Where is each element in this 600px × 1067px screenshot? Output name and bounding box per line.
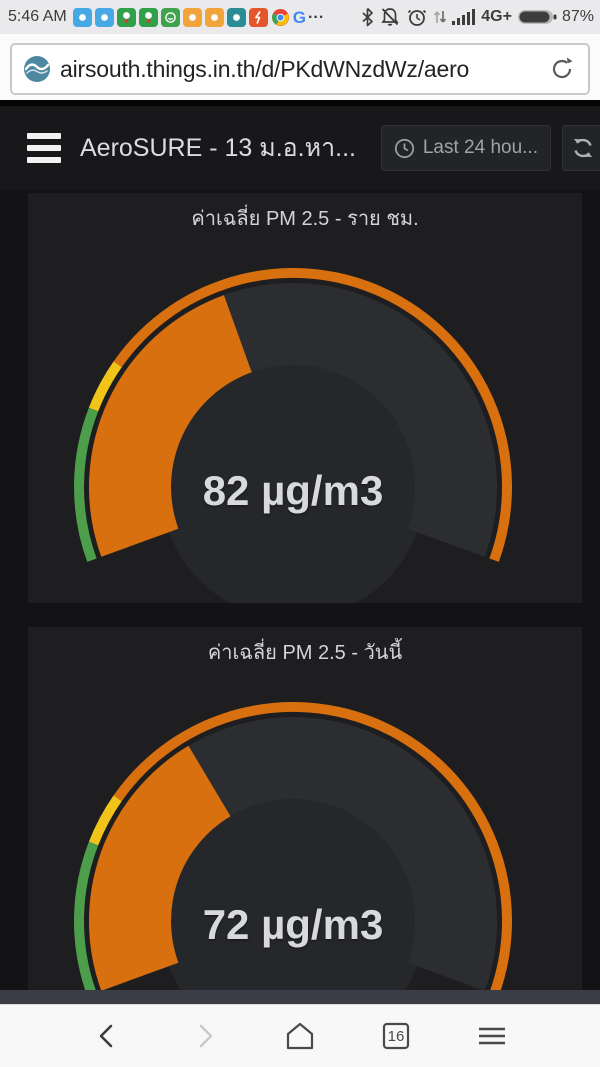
app-blue-2-icon [94, 7, 114, 27]
status-indicators: 4G+ 87% [361, 6, 594, 28]
browser-menu-button[interactable] [472, 1016, 512, 1056]
page-top-divider [0, 100, 600, 106]
back-button[interactable] [88, 1016, 128, 1056]
network-type-label: 4G+ [481, 8, 512, 25]
page-bottom-strip [0, 990, 600, 1004]
notification-overflow: ... [307, 5, 325, 22]
panel-title[interactable]: ค่าเฉลี่ย PM 2.5 - วันนี้ [207, 642, 403, 664]
reload-button[interactable] [546, 53, 578, 85]
url-field[interactable]: airsouth.things.in.th/d/PKdWNzdWz/aero [10, 43, 590, 95]
tab-count-label: 16 [387, 1027, 405, 1045]
signal-bars-icon [452, 9, 476, 25]
refresh-icon [573, 138, 593, 158]
back-icon [99, 1024, 113, 1048]
clock-time: 5:46 AM [8, 8, 67, 25]
time-range-button[interactable]: Last 24 hou... [380, 125, 551, 171]
home-icon [286, 1022, 314, 1050]
browser-url-bar: airsouth.things.in.th/d/PKdWNzdWz/aero [0, 34, 600, 100]
forward-button[interactable] [184, 1016, 224, 1056]
reload-icon [552, 57, 573, 79]
panel-title[interactable]: ค่าเฉลี่ย PM 2.5 - ราย ชม. [191, 208, 419, 230]
menu-button[interactable] [27, 133, 61, 163]
app-red-icon [248, 7, 268, 27]
app-chrome-icon [271, 8, 290, 27]
refresh-button[interactable] [562, 125, 600, 171]
gauge-value-label: 72 µg/m3 [202, 901, 384, 948]
app-teal-icon [226, 7, 246, 27]
app-google-icon: G [292, 7, 306, 27]
forward-icon [199, 1024, 213, 1048]
app-green-2-icon [138, 7, 158, 27]
network-activity-icon [434, 11, 447, 23]
hamburger-icon [27, 133, 61, 139]
gauge-panel-today: ค่าเฉลี่ย PM 2.5 - วันนี้ 72 µg/m3 [28, 627, 582, 990]
url-text[interactable]: airsouth.things.in.th/d/PKdWNzdWz/aero [60, 55, 470, 82]
browser-menu-icon [479, 1027, 505, 1045]
app-amber-1-icon [182, 7, 202, 27]
site-favicon-icon [24, 56, 50, 82]
status-bar: 5:46 AM G ... [0, 0, 600, 34]
app-green-3-icon [160, 7, 180, 27]
battery-icon [517, 10, 557, 24]
mute-bell-icon [381, 8, 399, 26]
time-range-label: Last 24 hou... [422, 137, 538, 158]
browser-bottom-nav: 16 [0, 1004, 600, 1067]
gauge-value-label: 82 µg/m3 [202, 467, 384, 514]
app-amber-2-icon [204, 7, 224, 27]
clock-icon [394, 138, 414, 158]
home-button[interactable] [280, 1016, 320, 1056]
pm25-hourly-gauge [73, 267, 513, 603]
gauge-panel-hourly: ค่าเฉลี่ย PM 2.5 - ราย ชม. 82 µg/m3 [28, 193, 582, 603]
battery-percent-label: 87% [561, 8, 594, 25]
bluetooth-icon [362, 7, 374, 27]
alarm-clock-icon [408, 9, 427, 26]
app-green-1-icon [116, 7, 136, 27]
app-blue-1-icon [72, 7, 92, 27]
dashboard-navbar: AeroSURE - 13 ม.อ.หา... Last 24 hou... [0, 106, 600, 190]
tabs-button[interactable]: 16 [376, 1016, 416, 1056]
dashboard-title[interactable]: AeroSURE - 13 ม.อ.หา... [80, 134, 356, 162]
notification-icons: G [72, 7, 306, 27]
tabs-icon [382, 1022, 410, 1050]
pm25-today-gauge [74, 702, 512, 990]
